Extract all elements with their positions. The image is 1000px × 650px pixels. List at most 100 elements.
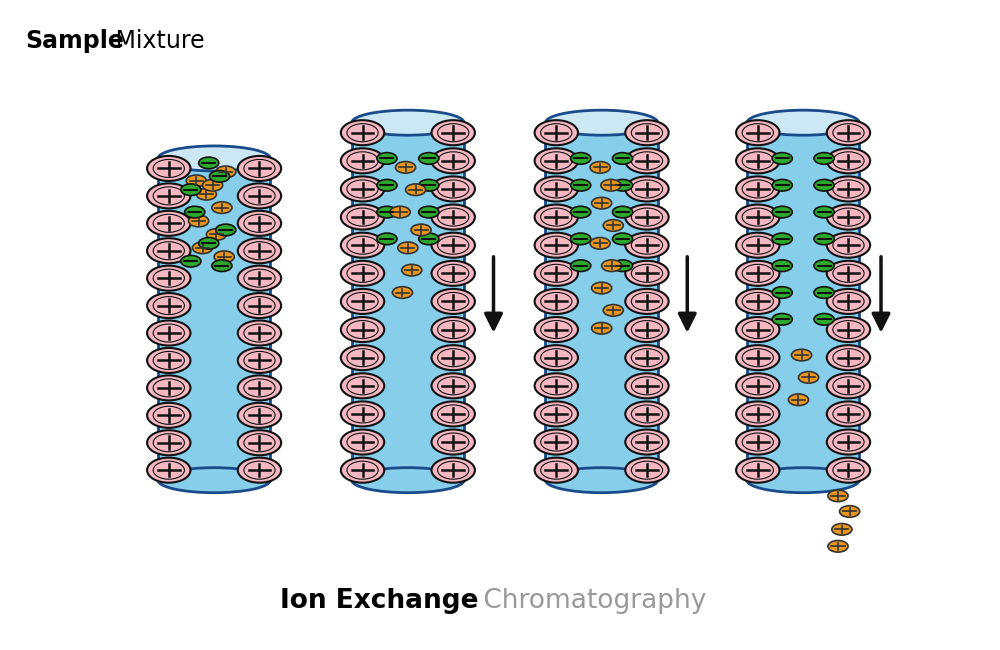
Circle shape — [535, 148, 578, 174]
Circle shape — [772, 260, 792, 272]
Circle shape — [238, 183, 281, 209]
Circle shape — [772, 206, 792, 218]
Circle shape — [189, 215, 209, 227]
Circle shape — [377, 179, 397, 191]
Circle shape — [592, 282, 612, 294]
Circle shape — [612, 153, 633, 164]
Circle shape — [341, 373, 384, 398]
Circle shape — [602, 260, 622, 272]
Circle shape — [625, 205, 669, 229]
Circle shape — [625, 289, 669, 314]
Circle shape — [432, 261, 475, 286]
Circle shape — [432, 205, 475, 229]
Circle shape — [212, 260, 232, 272]
Circle shape — [341, 345, 384, 370]
Circle shape — [736, 148, 779, 174]
Circle shape — [827, 120, 870, 145]
Circle shape — [814, 313, 834, 325]
Circle shape — [625, 176, 669, 202]
Circle shape — [432, 430, 475, 454]
Circle shape — [432, 233, 475, 257]
Circle shape — [432, 317, 475, 342]
Circle shape — [612, 260, 633, 272]
Circle shape — [395, 162, 416, 173]
Circle shape — [625, 373, 669, 398]
Circle shape — [147, 320, 190, 346]
Circle shape — [341, 289, 384, 314]
Circle shape — [341, 261, 384, 286]
Circle shape — [432, 289, 475, 314]
Circle shape — [181, 184, 201, 196]
Circle shape — [432, 402, 475, 426]
Circle shape — [788, 394, 809, 406]
Circle shape — [772, 313, 792, 325]
Circle shape — [341, 205, 384, 229]
Circle shape — [341, 233, 384, 257]
Circle shape — [341, 317, 384, 342]
Circle shape — [192, 242, 213, 254]
Circle shape — [186, 175, 206, 187]
Bar — [352, 123, 464, 480]
Circle shape — [238, 238, 281, 263]
Ellipse shape — [747, 111, 859, 135]
Circle shape — [798, 372, 819, 383]
Circle shape — [571, 260, 591, 272]
Circle shape — [736, 261, 779, 286]
Circle shape — [147, 238, 190, 263]
Circle shape — [827, 205, 870, 229]
Circle shape — [419, 153, 439, 164]
Circle shape — [214, 251, 234, 263]
Circle shape — [592, 322, 612, 334]
Circle shape — [590, 162, 610, 173]
Circle shape — [392, 287, 413, 298]
Circle shape — [625, 458, 669, 483]
Circle shape — [772, 233, 792, 244]
Circle shape — [406, 184, 426, 196]
Circle shape — [827, 176, 870, 202]
Circle shape — [432, 345, 475, 370]
Circle shape — [736, 402, 779, 426]
Circle shape — [238, 293, 281, 318]
Circle shape — [625, 148, 669, 174]
Text: Mixture: Mixture — [108, 29, 205, 53]
Circle shape — [736, 233, 779, 257]
Circle shape — [625, 317, 669, 342]
Circle shape — [601, 179, 621, 191]
Circle shape — [432, 148, 475, 174]
Ellipse shape — [352, 111, 464, 135]
Circle shape — [147, 156, 190, 181]
Ellipse shape — [545, 111, 658, 135]
Circle shape — [377, 153, 397, 164]
Circle shape — [432, 176, 475, 202]
Circle shape — [827, 345, 870, 370]
Circle shape — [535, 120, 578, 145]
Circle shape — [592, 198, 612, 209]
Circle shape — [590, 237, 610, 249]
Circle shape — [147, 403, 190, 428]
Circle shape — [792, 349, 812, 361]
Circle shape — [736, 317, 779, 342]
Circle shape — [147, 293, 190, 318]
Circle shape — [535, 373, 578, 398]
Circle shape — [377, 206, 397, 218]
Circle shape — [377, 233, 397, 244]
Circle shape — [828, 490, 848, 502]
Circle shape — [147, 183, 190, 209]
Circle shape — [341, 148, 384, 174]
Circle shape — [827, 261, 870, 286]
Circle shape — [612, 179, 633, 191]
Circle shape — [398, 242, 418, 254]
Circle shape — [196, 188, 216, 200]
Circle shape — [772, 153, 792, 164]
Circle shape — [571, 206, 591, 218]
Circle shape — [390, 206, 410, 218]
Ellipse shape — [158, 468, 270, 493]
Circle shape — [147, 211, 190, 236]
Circle shape — [827, 373, 870, 398]
Circle shape — [814, 287, 834, 298]
Circle shape — [827, 289, 870, 314]
Circle shape — [772, 179, 792, 191]
Circle shape — [212, 202, 232, 213]
Circle shape — [535, 430, 578, 454]
Text: Ion Exchange: Ion Exchange — [280, 588, 479, 614]
